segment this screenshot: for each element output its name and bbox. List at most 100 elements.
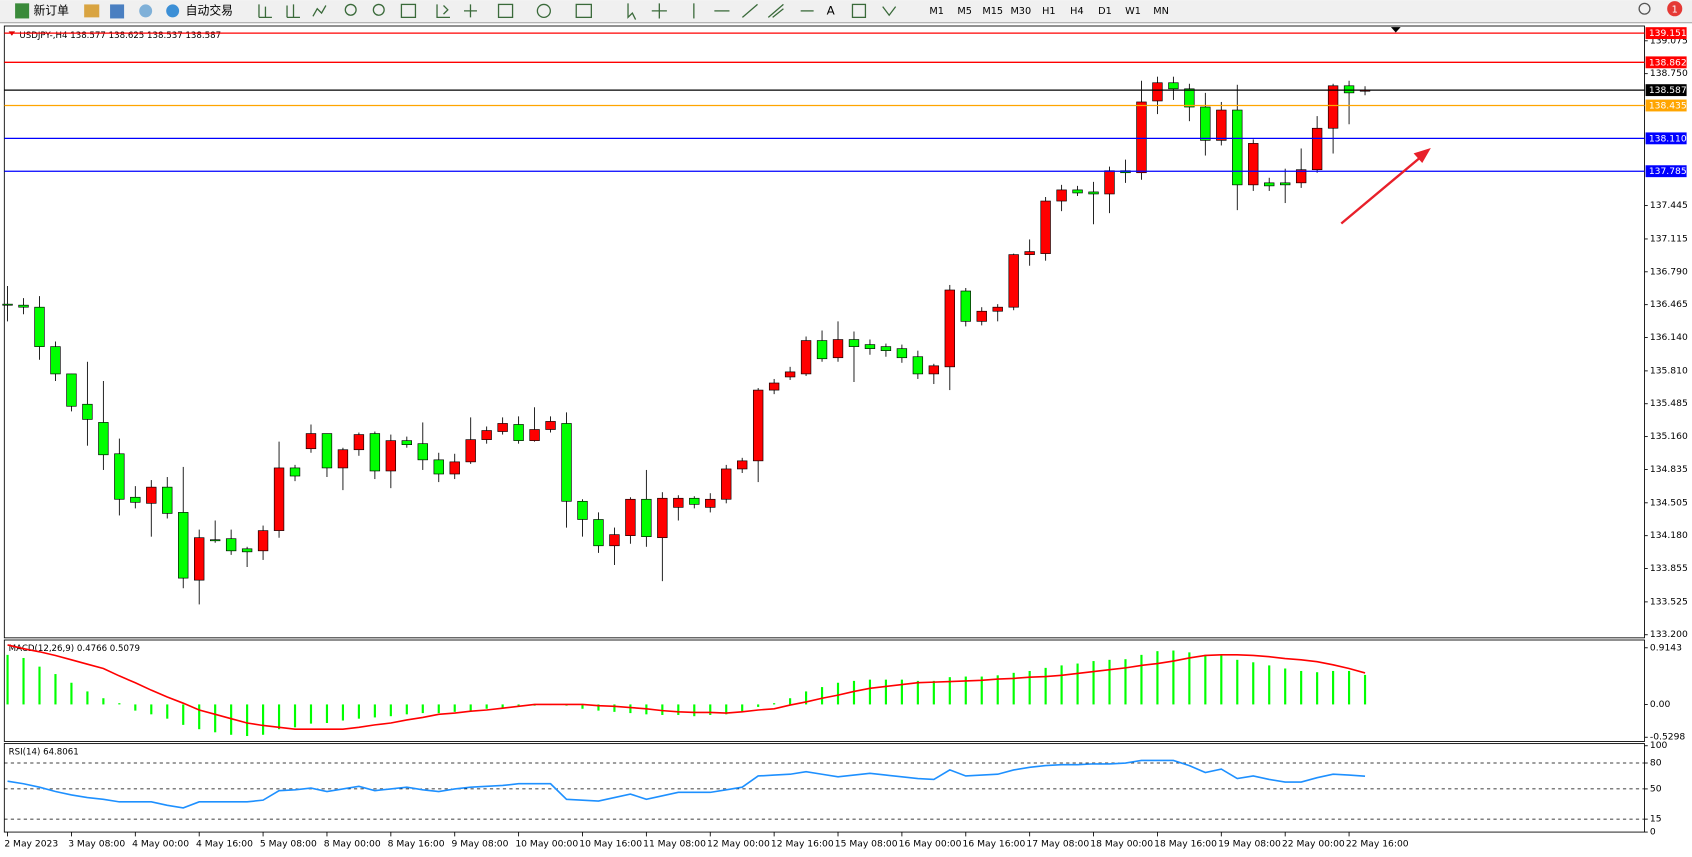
fibo[interactable] <box>800 4 814 12</box>
x-tick-label: 18 May 00:00 <box>1090 838 1153 849</box>
timeframe-button[interactable]: M30 <box>1010 6 1031 17</box>
annotation-arrow <box>1340 156 1421 225</box>
histogram-bar <box>1156 651 1159 705</box>
tool-icon[interactable] <box>110 4 125 19</box>
candle-body <box>50 346 61 375</box>
histogram-bar <box>1252 662 1255 705</box>
histogram-bar <box>1076 663 1079 705</box>
candle-body <box>513 424 524 441</box>
candle-body <box>529 429 540 441</box>
channel[interactable] <box>767 3 784 18</box>
candle-body <box>784 371 796 378</box>
auto-trade-icon[interactable] <box>166 4 180 18</box>
new-order-button[interactable]: 新订单 <box>33 3 69 17</box>
trend-line[interactable] <box>741 3 758 18</box>
level-tag <box>1645 56 1687 69</box>
timeframe-button[interactable]: W1 <box>1125 6 1141 17</box>
candle-body <box>1024 251 1035 255</box>
toolbar-bg <box>0 0 1692 23</box>
candle-body <box>561 423 572 502</box>
candle-body <box>880 346 892 351</box>
timeframe-button[interactable]: H4 <box>1070 6 1083 17</box>
y-tick-label: 135.160 <box>1650 431 1688 442</box>
zoom-in[interactable] <box>344 3 357 16</box>
candle-body <box>257 530 269 552</box>
tool-icon[interactable] <box>312 5 327 17</box>
tool-icon[interactable] <box>464 4 477 18</box>
candle-body <box>305 433 317 450</box>
candle-body <box>1295 169 1307 184</box>
x-tick-label: 9 May 08:00 <box>451 838 508 849</box>
annotation-arrowhead <box>1413 147 1431 164</box>
timeframe-button[interactable]: M15 <box>982 6 1003 17</box>
histogram-bar <box>325 704 329 724</box>
timeframe-button[interactable]: M1 <box>929 6 944 17</box>
x-tick-label: 12 May 16:00 <box>771 838 834 849</box>
y-tick-label: -0.5298 <box>1650 732 1686 743</box>
candle-body <box>34 306 45 347</box>
cursor[interactable] <box>627 3 637 20</box>
candle-body <box>1184 88 1195 108</box>
histogram-bar <box>741 704 744 712</box>
indicators[interactable] <box>497 3 514 19</box>
timeframe-button[interactable]: M5 <box>957 6 972 17</box>
timeframe-button[interactable]: H1 <box>1042 6 1055 17</box>
tool-icon[interactable] <box>436 4 450 19</box>
shapes[interactable] <box>882 6 897 17</box>
tile[interactable] <box>400 3 417 19</box>
candle-body <box>1088 191 1099 195</box>
x-tick-label: 8 May 00:00 <box>324 838 381 849</box>
x-tick-label: 22 May 16:00 <box>1346 838 1409 849</box>
candle-body <box>673 497 684 508</box>
y-tick-label: 136.465 <box>1650 299 1688 310</box>
timeframe-button[interactable]: D1 <box>1098 6 1112 17</box>
crosshair[interactable] <box>651 3 667 19</box>
candle-body <box>225 538 237 552</box>
candle-body <box>337 449 349 469</box>
x-tick-label: 22 May 00:00 <box>1282 838 1345 849</box>
candle-body <box>593 519 604 547</box>
tool-icon[interactable] <box>286 4 300 19</box>
y-tick-label: 133.855 <box>1650 563 1688 574</box>
candle-body <box>657 497 668 539</box>
label-tool[interactable] <box>851 3 867 19</box>
x-tick-label: 5 May 08:00 <box>260 838 317 849</box>
histogram-bar <box>980 676 983 705</box>
histogram-bar <box>900 679 903 705</box>
candle-body <box>1343 85 1355 94</box>
timeframe-button[interactable]: MN <box>1153 6 1169 17</box>
new-order-icon[interactable] <box>15 3 30 19</box>
tool-icon[interactable] <box>258 4 272 19</box>
shift-marker <box>1390 27 1401 33</box>
periods[interactable] <box>536 3 551 19</box>
histogram-bar <box>1284 668 1287 705</box>
zoom-out[interactable] <box>372 3 385 16</box>
x-tick-label: 4 May 16:00 <box>196 838 253 849</box>
main-pane <box>3 25 1645 639</box>
candle-body <box>2 303 13 306</box>
auto-trade-button[interactable]: 自动交易 <box>186 3 233 17</box>
histogram-bar <box>405 704 408 715</box>
histogram-bar <box>597 704 600 711</box>
histogram-bar <box>1236 659 1239 705</box>
text-tool[interactable]: A <box>827 3 836 17</box>
candle-body <box>146 486 157 504</box>
histogram-bar <box>485 704 488 709</box>
templates[interactable] <box>575 3 592 19</box>
candle-body <box>353 434 365 451</box>
histogram-bar <box>1316 672 1319 705</box>
histogram-bar <box>996 675 999 705</box>
histogram-bar <box>1140 654 1143 705</box>
notification-badge[interactable] <box>1667 1 1683 17</box>
search[interactable] <box>1638 2 1651 15</box>
candle-body <box>800 340 812 375</box>
tool-icon[interactable] <box>84 4 100 18</box>
indicator-line <box>7 759 1366 809</box>
tool-icon[interactable] <box>139 4 153 18</box>
histogram-bar <box>22 657 25 705</box>
candle-body <box>609 534 620 547</box>
candle-body <box>209 539 221 542</box>
histogram-bar <box>1220 655 1223 705</box>
histogram-bar <box>789 698 792 705</box>
